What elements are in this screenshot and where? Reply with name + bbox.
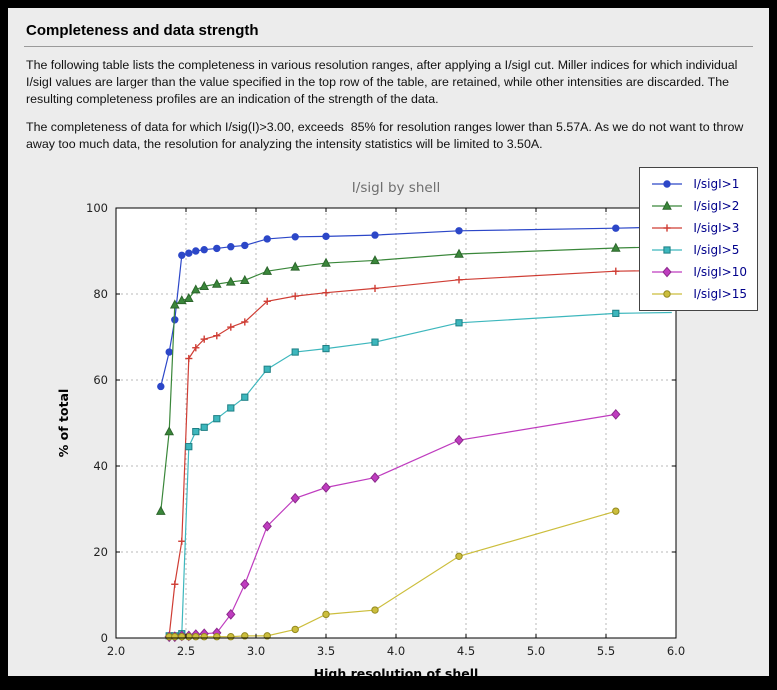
svg-text:20: 20: [93, 545, 108, 559]
legend-entry: I/sigI>5: [650, 240, 747, 260]
page-title: Completeness and data strength: [26, 22, 259, 39]
legend-entry: I/sigI>2: [650, 196, 747, 216]
legend-line-sample: [652, 179, 683, 188]
svg-text:3.0: 3.0: [247, 644, 265, 658]
legend-entry: I/sigI>3: [650, 218, 747, 238]
chart-figure: 2.0 2.5 3.0 3.5 4.0 4.5 5.0 5.5 6.0 0 20 40 60 80 100 I…: [54, 165, 758, 676]
title-divider: [24, 46, 753, 47]
legend-entry: I/sigI>15: [650, 284, 747, 304]
legend-line-sample: [652, 266, 683, 277]
completeness-chart: 2.0 2.5 3.0 3.5 4.0 4.5 5.0 5.5 6.0 0 20 40 60 80 100 I…: [56, 180, 685, 676]
svg-text:4.0: 4.0: [387, 644, 405, 658]
svg-text:5.5: 5.5: [597, 644, 615, 658]
description-paragraph-1: The following table lists the completene…: [26, 58, 741, 107]
svg-text:% of total: % of total: [56, 388, 71, 457]
svg-text:4.5: 4.5: [457, 644, 475, 658]
legend-line-sample: [652, 223, 683, 232]
legend-line-sample: [652, 245, 683, 254]
legend-label: I/sigI>2: [693, 198, 740, 213]
svg-text:0: 0: [101, 631, 108, 645]
legend-line-sample: [652, 289, 683, 298]
svg-text:High resolution of shell: High resolution of shell: [314, 666, 479, 676]
legend-entry: I/sigI>1: [650, 174, 747, 194]
svg-text:80: 80: [93, 287, 108, 301]
svg-text:60: 60: [93, 373, 108, 387]
svg-text:100: 100: [86, 201, 108, 215]
svg-text:2.0: 2.0: [107, 644, 125, 658]
legend-label: I/sigI>3: [693, 220, 740, 235]
legend-label: I/sigI>1: [693, 176, 740, 191]
svg-text:5.0: 5.0: [527, 644, 545, 658]
svg-text:2.5: 2.5: [177, 644, 195, 658]
svg-text:40: 40: [93, 459, 108, 473]
report-panel: Completeness and data strength The follo…: [8, 8, 769, 676]
svg-text:3.5: 3.5: [317, 644, 335, 658]
description-paragraph-2: The completeness of data for which I/sig…: [26, 120, 747, 152]
chart-legend: I/sigI>1 I/sigI>2 I/sigI>3 I/sigI>5 I/sigI>1…: [639, 166, 758, 311]
legend-label: I/sigI>5: [693, 242, 740, 257]
legend-label: I/sigI>15: [693, 286, 747, 301]
legend-line-sample: [652, 200, 683, 210]
legend-label: I/sigI>10: [693, 264, 747, 279]
legend-entry: I/sigI>10: [650, 262, 747, 282]
svg-text:6.0: 6.0: [667, 644, 685, 658]
svg-text:I/sigI by shell: I/sigI by shell: [352, 180, 440, 196]
